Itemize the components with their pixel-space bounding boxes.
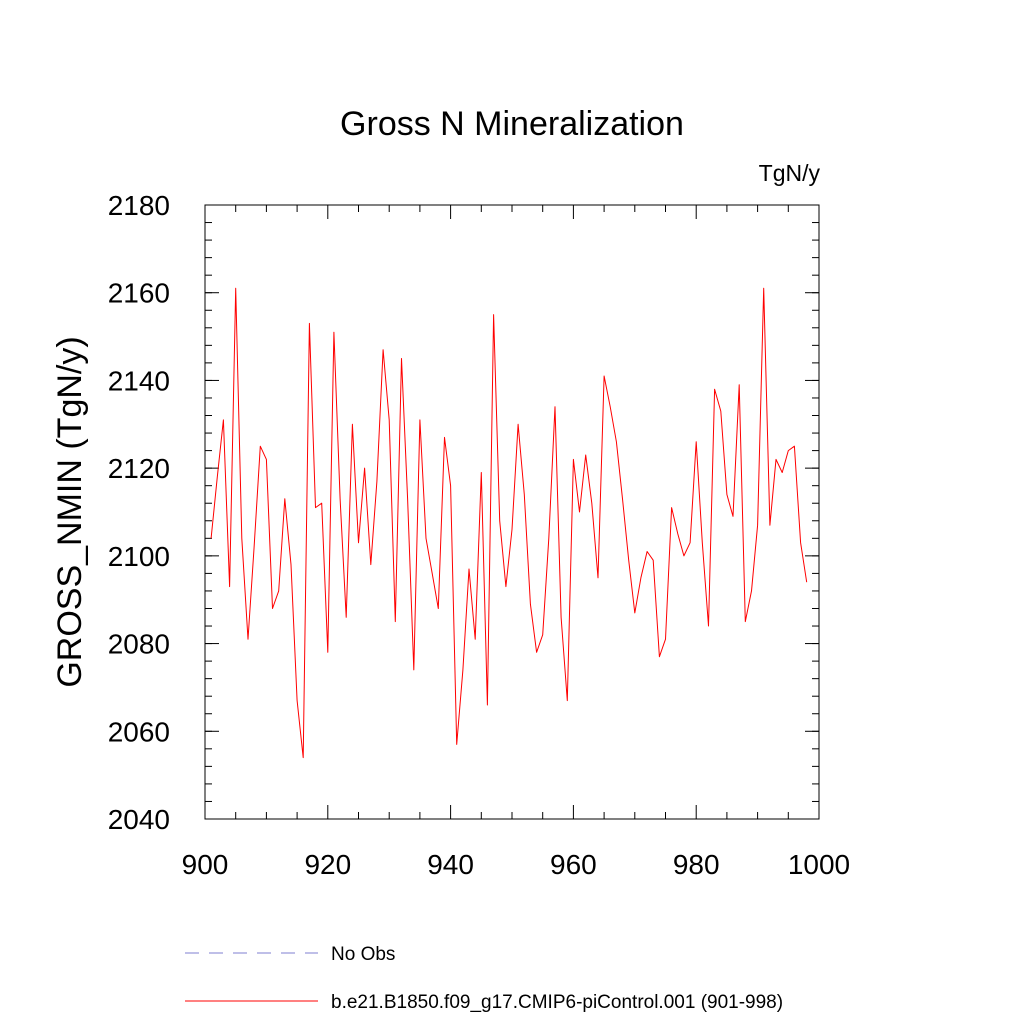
legend: No Obs b.e21.B1850.f09_g17.CMIP6-piContr… (185, 944, 783, 1013)
x-tick-label: 960 (550, 849, 597, 880)
plot-frame (204, 204, 820, 820)
series-line-1 (210, 287, 808, 759)
y-tick-label: 2040 (108, 804, 170, 835)
y-tick-label: 2100 (108, 541, 170, 572)
legend-label-no-obs: No Obs (331, 944, 395, 965)
x-tick-label: 1000 (788, 849, 850, 880)
y-axis-label: GROSS_NMIN (TgN/y) (51, 336, 89, 687)
x-tick-label: 920 (304, 849, 351, 880)
y-tick-label: 2160 (108, 278, 170, 309)
tick-labels: 900 920 940 960 980 1000 2040 2060 2080 2100 2120 2… (108, 190, 850, 880)
y-tick-label: 2180 (108, 190, 170, 221)
units-label: TgN/y (759, 160, 821, 186)
y-tick-label: 2060 (108, 716, 170, 747)
y-tick-label: 2080 (108, 629, 170, 660)
x-tick-label: 980 (673, 849, 720, 880)
axis-ticks (204, 204, 820, 820)
x-tick-label: 940 (427, 849, 474, 880)
y-tick-label: 2140 (108, 365, 170, 396)
chart-title: Gross N Mineralization (340, 105, 684, 143)
x-tick-label: 900 (182, 849, 229, 880)
y-tick-label: 2120 (108, 453, 170, 484)
legend-label-picontrol: b.e21.B1850.f09_g17.CMIP6-piControl.001 … (331, 992, 783, 1013)
series-layer (210, 287, 808, 759)
